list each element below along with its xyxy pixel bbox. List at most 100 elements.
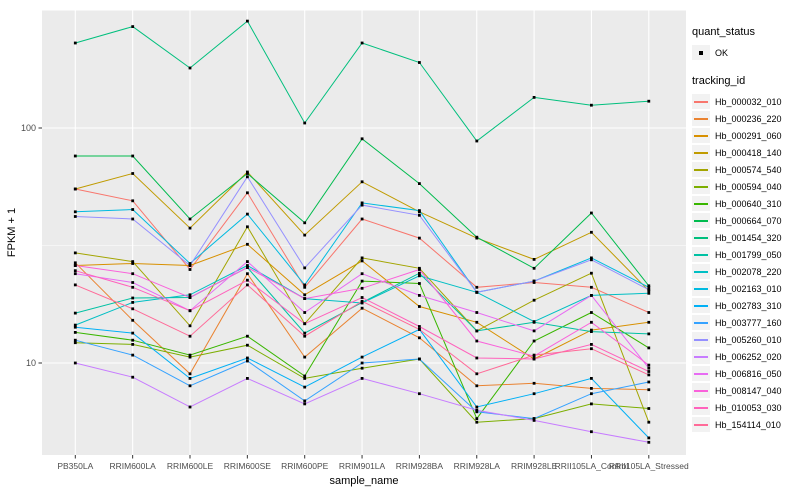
- data-point: [475, 311, 479, 314]
- x-tick-label: RRIM928BA: [395, 461, 444, 471]
- y-tick-label: 100: [20, 123, 36, 133]
- data-point: [532, 419, 536, 422]
- data-point: [303, 266, 307, 270]
- data-point: [418, 182, 421, 185]
- legend-item-Hb_006816_050: Hb_006816_050: [692, 366, 800, 381]
- data-point: [360, 256, 364, 260]
- data-point: [246, 242, 249, 246]
- data-point: [303, 334, 307, 338]
- legend-key-line-icon: [694, 372, 708, 375]
- data-point: [532, 357, 536, 361]
- data-point: [647, 332, 651, 336]
- legend-key-line-icon: [694, 338, 708, 341]
- legend-key-box: [692, 315, 710, 330]
- legend-item-Hb_000236_220: Hb_000236_220: [692, 111, 800, 126]
- legend-key-line-icon: [694, 270, 708, 273]
- legend-item-label: Hb_000032_010: [715, 96, 782, 107]
- data-point: [188, 217, 192, 221]
- legend-key-line-icon: [694, 117, 708, 120]
- legend-key-box: [692, 366, 710, 381]
- legend-item-Hb_006252_020: Hb_006252_020: [692, 349, 800, 364]
- legend-item-Hb_002078_220: Hb_002078_220: [692, 264, 800, 279]
- data-point: [73, 154, 77, 158]
- legend-key-box: [692, 281, 710, 296]
- data-point: [246, 19, 249, 23]
- data-point: [246, 278, 249, 282]
- data-point: [303, 402, 307, 406]
- data-point: [647, 346, 651, 350]
- legend-item-label: Hb_001454_320: [715, 232, 782, 243]
- data-point: [647, 311, 651, 314]
- data-point: [360, 299, 364, 303]
- legend-item-Hb_000574_540: Hb_000574_540: [692, 162, 800, 177]
- data-point: [418, 294, 421, 297]
- data-point: [303, 377, 307, 380]
- data-point: [131, 296, 135, 300]
- x-tick-label: RRII105LA_Control: [554, 461, 629, 471]
- legend-key-line-icon: [694, 151, 708, 154]
- data-point: [73, 264, 77, 267]
- legend-key-box: [692, 145, 710, 160]
- data-point: [647, 363, 651, 367]
- data-point: [418, 336, 421, 340]
- data-point: [532, 279, 536, 283]
- data-point: [647, 320, 651, 324]
- data-point: [647, 407, 651, 410]
- legend-key-box: [692, 45, 710, 60]
- data-point: [246, 343, 249, 347]
- x-axis-title: sample_name: [329, 475, 399, 487]
- data-point: [590, 230, 593, 234]
- legend-key-line-icon: [694, 100, 708, 103]
- legend-key-box: [692, 179, 710, 194]
- x-tick-label: RRIM928LA: [453, 461, 500, 471]
- data-point: [246, 170, 249, 174]
- legend-item-Hb_003777_160: Hb_003777_160: [692, 315, 800, 330]
- data-point: [188, 384, 192, 388]
- data-point: [590, 294, 593, 297]
- data-point: [131, 217, 135, 221]
- ok-point-icon: [699, 50, 703, 55]
- legend-key-line-icon: [694, 287, 708, 290]
- data-point: [360, 217, 364, 221]
- data-point: [303, 322, 307, 326]
- legend-key-box: [692, 247, 710, 262]
- data-point: [131, 301, 135, 304]
- data-point: [303, 233, 307, 237]
- data-point: [303, 297, 307, 300]
- data-point: [188, 309, 192, 313]
- data-point: [303, 355, 307, 359]
- data-point: [303, 121, 307, 125]
- data-point: [532, 392, 536, 396]
- legend-key-box: [692, 383, 710, 398]
- legend-item-Hb_010053_030: Hb_010053_030: [692, 400, 800, 415]
- data-point: [532, 298, 536, 302]
- data-point: [590, 271, 593, 275]
- data-point: [418, 328, 421, 331]
- x-tick-label: RRII105LA_Stressed: [608, 461, 689, 471]
- data-point: [360, 366, 364, 370]
- data-point: [647, 373, 651, 377]
- data-point: [131, 272, 135, 276]
- data-point: [532, 381, 536, 385]
- data-point: [188, 353, 192, 357]
- data-point: [475, 235, 479, 239]
- legend-item-label: Hb_010053_030: [715, 402, 782, 413]
- x-tick-label: RRIM901LA: [338, 461, 386, 471]
- data-point: [532, 353, 536, 357]
- legend-key-line-icon: [694, 423, 708, 426]
- legend-key-line-icon: [694, 236, 708, 239]
- data-point: [647, 284, 651, 288]
- data-point: [246, 172, 249, 175]
- x-tick-label: RRIM600PE: [281, 461, 329, 471]
- data-point: [590, 285, 593, 289]
- legend-item-label: Hb_002078_220: [715, 266, 782, 277]
- data-point: [590, 377, 593, 380]
- data-point: [188, 355, 192, 359]
- data-point: [360, 296, 364, 299]
- data-point: [532, 417, 536, 420]
- data-point: [590, 211, 593, 215]
- legend-item-label: Hb_005260_010: [715, 334, 782, 345]
- legend-key-line-icon: [694, 219, 708, 222]
- data-point: [418, 282, 421, 285]
- data-point: [188, 377, 192, 380]
